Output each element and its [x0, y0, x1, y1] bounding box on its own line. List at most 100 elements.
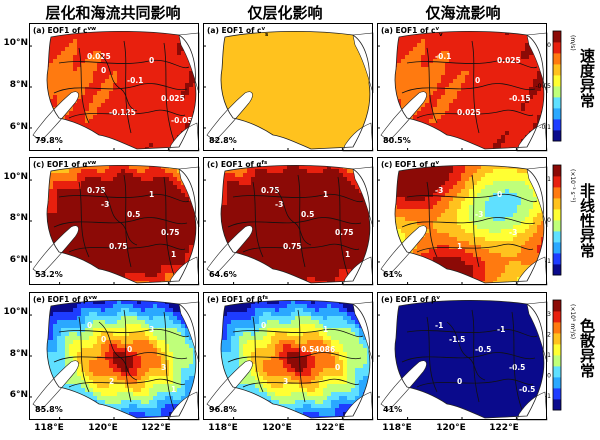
contour-label: 1 [457, 242, 462, 251]
variance-label: 82.8% [209, 136, 237, 145]
contour-line [406, 328, 538, 338]
contour-label: 1 [149, 190, 154, 199]
colorbar-tick-label: -1 [545, 393, 551, 400]
variance-label: 64.6% [209, 270, 237, 279]
lon-tick-c1-120e: 120°E [262, 423, 292, 433]
lat-tick-r2-10n: 10°N [3, 307, 28, 317]
contour-line [78, 181, 90, 258]
contour-line [98, 321, 138, 381]
colorbar-tick-label: 1 [547, 176, 551, 183]
contour-label: 0 [87, 321, 92, 330]
contour-label: 0.75 [87, 186, 106, 195]
lat-tick-r2-8n: 8°N [9, 349, 28, 359]
contour-line [272, 186, 312, 246]
contour-label: 0 [261, 321, 266, 330]
contour-label: -3 [275, 200, 283, 209]
basin-coastline [394, 299, 545, 419]
colorbar-segment [553, 108, 561, 120]
colorbar-segment [553, 176, 561, 188]
lat-tick-r0-10n: 10°N [3, 38, 28, 48]
panel-r1c2: -3 -3 1 0 -3 (c) EOF1 of αv 61% [377, 157, 548, 286]
contour-line [98, 52, 138, 112]
contour-label: 0 [457, 377, 462, 386]
panel-r2c2: -1 -0.5 0 -1 -0.5 -0.5 -1.5 (e) EOF1 of βv 41% [377, 292, 548, 421]
variance-label: 41% [383, 405, 402, 414]
colorbar-segment [553, 231, 561, 243]
contour-line [53, 217, 188, 228]
contour-line [232, 328, 364, 338]
column-title-current: 仅海流影响 [425, 4, 501, 22]
colorbar-tick-label: 0 [547, 217, 551, 224]
colorbar-segment [553, 97, 561, 109]
land-palawan [206, 91, 253, 142]
colorbar-unit: (×10⁻³ s⁻¹) [569, 169, 576, 203]
colorbar-segment [553, 311, 561, 323]
contour-label: 0 [335, 363, 340, 372]
colorbar-segment [553, 344, 561, 356]
contour-line [227, 352, 362, 363]
contour-line [227, 217, 362, 228]
contour-line [511, 311, 523, 411]
basin-coastline [220, 30, 371, 150]
colorbar-segment [553, 366, 561, 378]
panel-label: (c) EOF1 of αv [381, 160, 440, 169]
contour-label: 0 [101, 335, 106, 344]
contour-line [471, 40, 480, 134]
land-palawan [32, 225, 79, 276]
colorbar-segment [553, 119, 561, 131]
contour-line [401, 83, 536, 94]
lon-tick-c2-120e: 120°E [436, 423, 466, 433]
contour-line [78, 47, 90, 124]
colorbar-tick-label: -0.1 [539, 124, 551, 131]
contour-line [252, 181, 264, 258]
variance-label: 85.8% [35, 405, 63, 414]
colorbar-frame [552, 30, 562, 142]
panel-label: (c) EOF1 of αvw [33, 160, 96, 169]
basin-coastline [46, 30, 197, 150]
contour-label: -3 [101, 200, 109, 209]
variance-label: 79.8% [35, 136, 63, 145]
contour-label: 0.75 [283, 242, 302, 251]
land-palawan [206, 225, 253, 276]
contour-label: 0.025 [457, 108, 481, 117]
contour-line [123, 174, 132, 268]
colorbar-segment [553, 220, 561, 232]
variance-label: 96.8% [209, 405, 237, 414]
colorbar-row-1: (×10⁻³ s⁻¹) 1 0 -1 [545, 164, 576, 276]
contour-line [401, 352, 536, 363]
lon-tick-c0-118e: 118°E [34, 423, 64, 433]
contour-label: 0.75 [161, 228, 180, 237]
contour-line [163, 42, 175, 142]
contour-label: -0.5 [519, 385, 535, 394]
contour-line [242, 243, 360, 253]
basin-coastline [46, 164, 197, 284]
contour-line [53, 352, 188, 363]
colorbar-segment [553, 253, 561, 265]
contour-label: 0.025 [161, 94, 185, 103]
panel-label: (a) EOF1 of cvw [33, 26, 96, 35]
contour-line [416, 378, 534, 388]
basin-coastline [394, 30, 545, 150]
contour-line [58, 193, 190, 203]
colorbar-segment [553, 300, 561, 312]
contour-label: 0.75 [335, 228, 354, 237]
contour-label: 0.54086 [301, 345, 335, 354]
contour-line [242, 378, 360, 388]
colorbar-segment [553, 377, 561, 389]
lon-tick-c2-122e: 122°E [489, 423, 519, 433]
contour-label: 0 [127, 345, 132, 354]
contour-label: -1 [497, 325, 505, 334]
column-title-combined: 层化和海流共同影响 [45, 4, 181, 22]
contour-label: 0.75 [261, 186, 280, 195]
contour-line [123, 40, 132, 134]
contour-label: -0.125 [109, 108, 136, 117]
variance-label: 61% [383, 270, 402, 279]
colorbar-segment [553, 322, 561, 334]
column-title-stratification: 仅层化影响 [247, 4, 323, 22]
contour-label: -0.5 [475, 345, 491, 354]
